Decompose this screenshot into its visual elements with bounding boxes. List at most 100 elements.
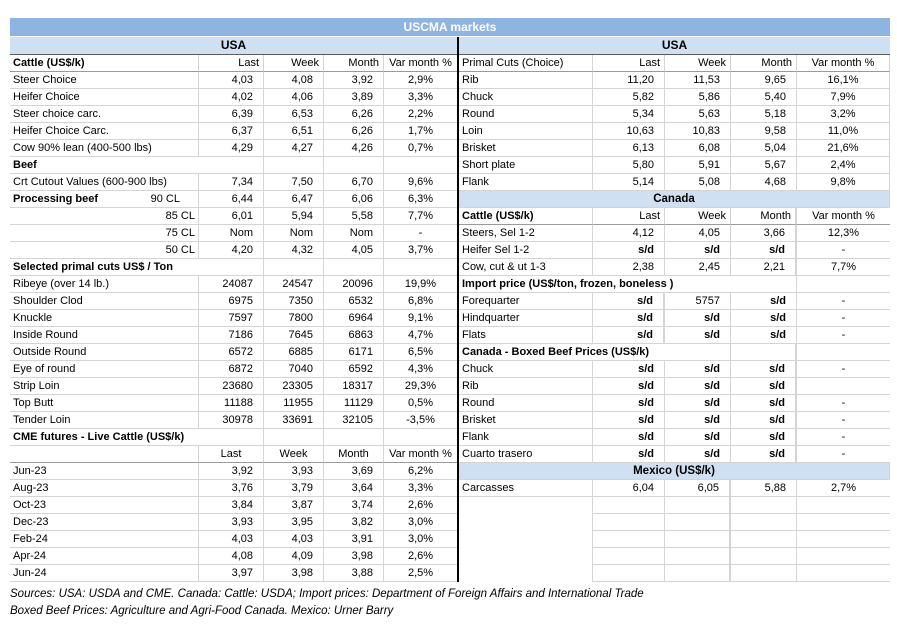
row-label: Processing beef 90 CL <box>10 191 198 208</box>
cell-var-month: 2,6% <box>383 548 457 565</box>
cell-var-month: 2,2% <box>383 106 457 123</box>
cell-last: 3,97 <box>198 565 263 582</box>
column-header: Month <box>730 55 796 72</box>
section-label: Import price (US$/ton, frozen, boneless … <box>459 276 796 293</box>
cell-var-month: - <box>796 446 890 463</box>
cell-last: 6,04 <box>592 480 664 497</box>
empty-cell <box>323 157 383 174</box>
empty-cell <box>592 565 664 582</box>
cell-month: s/d <box>730 242 796 259</box>
cell-week: s/d <box>664 378 730 395</box>
cell-week: 3,87 <box>263 497 323 514</box>
cell-var-month: - <box>796 395 890 412</box>
cell-last: 4,29 <box>198 140 263 157</box>
cell-var-month: - <box>796 293 890 310</box>
empty-cell <box>383 259 457 276</box>
cell-var-month: 6,3% <box>383 191 457 208</box>
cell-month: 20096 <box>323 276 383 293</box>
cell-last: 4,02 <box>198 89 263 106</box>
sources-line-1: Sources: USA: USDA and CME. Canada: Catt… <box>10 588 644 600</box>
empty-cell <box>263 429 323 446</box>
cell-var-month: 11,0% <box>796 123 890 140</box>
report-title: USCMA markets <box>10 18 890 37</box>
empty-cell <box>664 548 730 565</box>
cell-week: 6885 <box>263 344 323 361</box>
cell-last: 6,39 <box>198 106 263 123</box>
empty-cell <box>592 548 664 565</box>
cell-var-month: 7,7% <box>796 259 890 276</box>
row-label: Round <box>459 395 592 412</box>
cell-last: s/d <box>592 361 664 378</box>
empty-cell <box>323 259 383 276</box>
empty-cell <box>664 531 730 548</box>
cell-last: 6872 <box>198 361 263 378</box>
cell-last: 6,01 <box>198 208 263 225</box>
row-label: Heifer Choice <box>10 89 198 106</box>
cell-var-month: - <box>796 361 890 378</box>
row-label: Rib <box>459 72 592 89</box>
column-header: Month <box>323 446 383 463</box>
cell-last: 10,63 <box>592 123 664 140</box>
cell-week: 5757 <box>664 293 730 310</box>
cell-var-month: 29,3% <box>383 378 457 395</box>
cell-last: 6,44 <box>198 191 263 208</box>
cell-last: 23680 <box>198 378 263 395</box>
cell-month: 3,91 <box>323 531 383 548</box>
cell-last: 5,14 <box>592 174 664 191</box>
empty-cell <box>383 157 457 174</box>
column-header: Var month % <box>383 446 457 463</box>
cell-last: s/d <box>592 446 664 463</box>
section-label: Canada - Boxed Beef Prices (US$/k) <box>459 344 730 361</box>
cell-week: 5,86 <box>664 89 730 106</box>
cell-last: 6,13 <box>592 140 664 157</box>
row-label: Hindquarter <box>459 310 592 327</box>
column-header: Week <box>664 55 730 72</box>
row-label: Heifer Choice Carc. <box>10 123 198 140</box>
cell-last: 3,84 <box>198 497 263 514</box>
cell-var-month: 0,7% <box>383 140 457 157</box>
cell-last: s/d <box>592 412 664 429</box>
cell-week: 10,83 <box>664 123 730 140</box>
cell-month: 4,26 <box>323 140 383 157</box>
usa-canada-mexico-table: USA Primal Cuts (Choice) Last Week Month Var… <box>457 37 890 582</box>
row-label: Dec-23 <box>10 514 198 531</box>
cell-month: s/d <box>730 446 796 463</box>
section-label: Beef <box>10 157 263 174</box>
empty-cell <box>730 497 796 514</box>
cell-var-month: 2,4% <box>796 157 890 174</box>
cell-month: 2,21 <box>730 259 796 276</box>
cell-last: 7186 <box>198 327 263 344</box>
cell-last: 3,92 <box>198 463 263 480</box>
cell-month: 3,64 <box>323 480 383 497</box>
cell-month: 6532 <box>323 293 383 310</box>
region-band: Canada <box>459 191 890 208</box>
column-header-label <box>10 446 198 463</box>
column-header: Month <box>730 208 796 225</box>
cell-month: 6863 <box>323 327 383 344</box>
cell-last: 5,34 <box>592 106 664 123</box>
cell-var-month: 7,9% <box>796 89 890 106</box>
cell-last: s/d <box>592 429 664 446</box>
row-label: Cow 90% lean (400-500 lbs) <box>10 140 198 157</box>
cell-week: s/d <box>664 310 730 327</box>
empty-cell <box>796 565 890 582</box>
row-label: Carcasses <box>459 480 592 497</box>
cell-month: 4,05 <box>323 242 383 259</box>
cell-month: 6592 <box>323 361 383 378</box>
cell-last: 7,34 <box>198 174 263 191</box>
row-label: Flank <box>459 429 592 446</box>
row-label: Feb-24 <box>10 531 198 548</box>
section-label: CME futures - Live Cattle (US$/k) <box>10 429 263 446</box>
cell-last: 4,03 <box>198 531 263 548</box>
cell-week: s/d <box>664 395 730 412</box>
cell-month: 32105 <box>323 412 383 429</box>
cell-var-month: - <box>796 327 890 344</box>
row-label: Heifer Sel 1-2 <box>459 242 592 259</box>
empty-cell <box>592 497 664 514</box>
cell-month: s/d <box>730 361 796 378</box>
cell-var-month: 3,0% <box>383 514 457 531</box>
cell-var-month: 12,3% <box>796 225 890 242</box>
cell-week: 4,32 <box>263 242 323 259</box>
cell-week: 11955 <box>263 395 323 412</box>
empty-cell <box>730 531 796 548</box>
